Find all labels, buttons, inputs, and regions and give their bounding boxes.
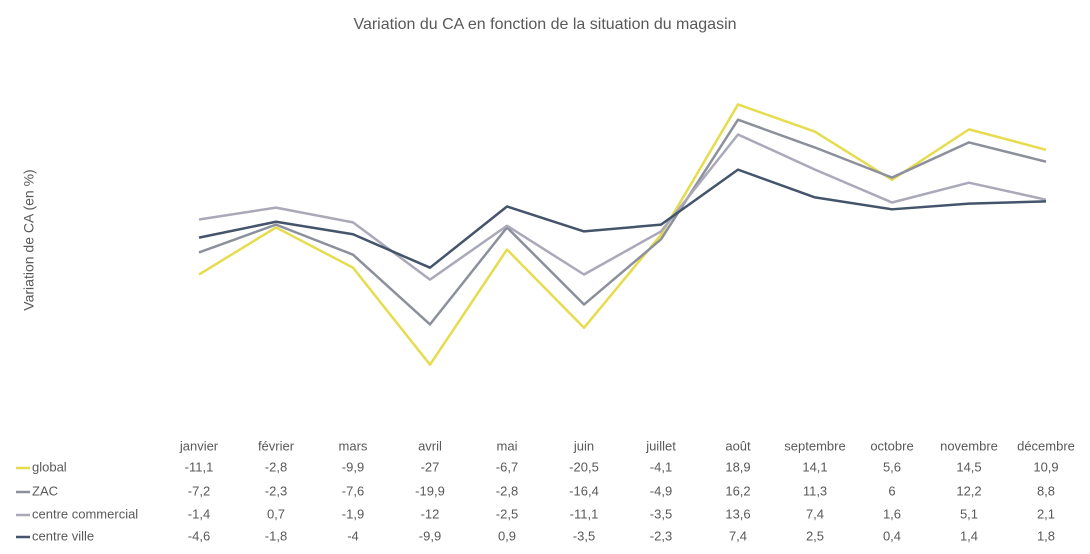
- category-label: avril: [418, 438, 442, 453]
- table-value: -27: [421, 459, 440, 474]
- category-label: novembre: [940, 438, 998, 453]
- category-label: octobre: [870, 438, 913, 453]
- table-value: 0,4: [883, 528, 901, 543]
- table-value: -19,9: [415, 483, 445, 498]
- table-value: -11,1: [570, 506, 599, 521]
- table-value: 12,2: [956, 483, 981, 498]
- table-value: 5,1: [960, 506, 978, 521]
- y-axis-label: Variation de CA (en %): [21, 169, 37, 310]
- table-value: -7,6: [342, 483, 364, 498]
- table-value: -3,5: [650, 506, 672, 521]
- table-value: -9,9: [342, 459, 364, 474]
- table-value: -4: [347, 528, 359, 543]
- series-line: [198, 103, 1047, 366]
- table-value: 13,6: [725, 506, 750, 521]
- table-value: -1,8: [265, 528, 287, 543]
- table-value: 0,7: [267, 506, 285, 521]
- table-value: -11,1: [185, 459, 214, 474]
- table-value: 0,9: [498, 528, 516, 543]
- table-value: -4,6: [188, 528, 210, 543]
- table-value: 2,1: [1037, 506, 1055, 521]
- table-value: -20,5: [569, 459, 599, 474]
- table-value: 6: [888, 483, 895, 498]
- table-value: -12: [421, 506, 440, 521]
- table-value: -16,4: [569, 483, 599, 498]
- table-value: 2,5: [806, 528, 824, 543]
- table-value: -2,3: [265, 483, 287, 498]
- category-label: septembre: [784, 438, 845, 453]
- legend-label: centre ville: [32, 528, 94, 543]
- table-value: -2,8: [496, 483, 518, 498]
- table-value: -6,7: [496, 459, 518, 474]
- table-value: 8,8: [1037, 483, 1055, 498]
- category-label: juin: [573, 438, 594, 453]
- category-label: juillet: [645, 438, 676, 453]
- table-value: -7,2: [188, 483, 210, 498]
- table-value: -4,1: [650, 459, 672, 474]
- legend-label: ZAC: [32, 483, 58, 498]
- series-line: [198, 133, 1047, 281]
- legend-label: global: [32, 459, 67, 474]
- table-value: -2,8: [265, 459, 287, 474]
- table-value: 1,8: [1037, 528, 1055, 543]
- table-value: 10,9: [1033, 459, 1058, 474]
- category-label: août: [725, 438, 751, 453]
- category-label: mars: [339, 438, 368, 453]
- table-value: -2,5: [496, 506, 518, 521]
- series-line: [198, 168, 1047, 269]
- table-value: -4,9: [650, 483, 672, 498]
- table-value: -9,9: [419, 528, 441, 543]
- category-label: décembre: [1017, 438, 1075, 453]
- category-label: janvier: [179, 438, 219, 453]
- table-value: 7,4: [729, 528, 747, 543]
- table-value: 5,6: [883, 459, 901, 474]
- table-value: 1,6: [883, 506, 901, 521]
- table-value: 7,4: [806, 506, 824, 521]
- category-label: février: [258, 438, 295, 453]
- category-label: mai: [497, 438, 518, 453]
- table-value: 16,2: [725, 483, 750, 498]
- table-value: 18,9: [725, 459, 750, 474]
- table-value: 1,4: [960, 528, 978, 543]
- table-value: 14,1: [802, 459, 827, 474]
- chart-title: Variation du CA en fonction de la situat…: [353, 16, 736, 33]
- table-value: -1,9: [342, 506, 364, 521]
- table-value: 11,3: [803, 483, 827, 498]
- table-value: 14,5: [956, 459, 981, 474]
- table-value: -1,4: [188, 506, 210, 521]
- series-line: [198, 118, 1047, 326]
- table-value: -3,5: [573, 528, 595, 543]
- legend-label: centre commercial: [32, 506, 138, 521]
- table-value: -2,3: [650, 528, 672, 543]
